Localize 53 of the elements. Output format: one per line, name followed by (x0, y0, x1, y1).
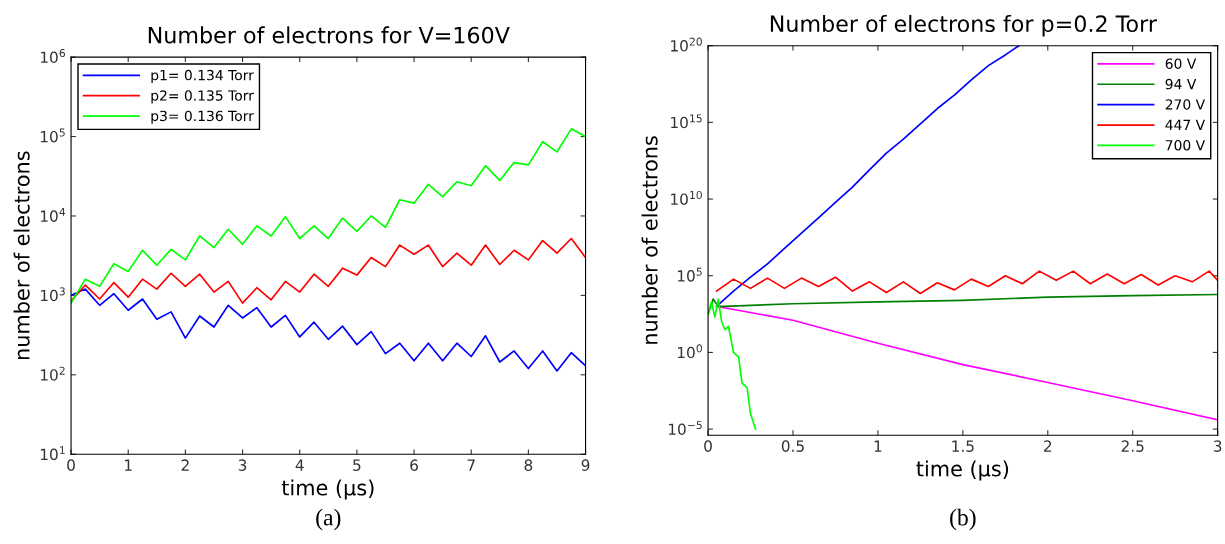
y-tick-label: 10$^{1}$ (40, 446, 65, 461)
text: (a) (316, 508, 341, 531)
x-tick-label: 2.5 (1121, 440, 1144, 452)
line-series (715, 45, 1020, 308)
x-tick-label: 7 (467, 459, 475, 471)
legend-label: p2= 0.135 Torr (151, 90, 254, 104)
y-tick-label: 10$^{6}$ (40, 49, 66, 64)
line-series (708, 298, 757, 430)
legend-label: 60 V (1165, 58, 1197, 69)
line-series (71, 128, 586, 304)
x-tick-label: 3 (1213, 440, 1222, 452)
legend-label: 447 V (1165, 119, 1206, 130)
y-tick-label: 10$^{0}$ (677, 344, 702, 359)
x-tick-label: 1.5 (952, 440, 974, 452)
y-axis-title: number of electrons (641, 136, 658, 344)
x-tick-label: 1 (125, 459, 132, 471)
line-series (715, 270, 1218, 295)
x-tick-label: 4 (295, 459, 304, 471)
legend-label: 270 V (1165, 99, 1206, 110)
x-tick-label: 8 (524, 459, 533, 471)
chart-title: Number of electrons for p=0.2 Torr (770, 14, 1157, 37)
x-tick-label: 2 (181, 459, 189, 471)
y-tick-label: 10$^{4}$ (40, 208, 66, 222)
y-tick-label: 10$^{10}$ (671, 190, 702, 205)
x-axis-title: time (μs) (281, 479, 374, 500)
chart-title: Number of electrons for V=160V (148, 26, 510, 44)
x-tick-label: 9 (581, 459, 590, 471)
line-series (71, 288, 586, 372)
x-tick-label: 5 (353, 459, 361, 471)
x-axis-title: time (μs) (916, 460, 1009, 481)
x-tick-label: 6 (410, 459, 418, 471)
y-tick-label: 10$^{2}$ (40, 366, 65, 381)
y-axis-title: number of electrons (13, 151, 30, 360)
legend-label: 700 V (1165, 139, 1206, 151)
x-tick-label: 2 (1044, 440, 1052, 452)
legend-label: p3= 0.136 Torr (151, 110, 254, 124)
line-series (71, 237, 586, 304)
y-tick-label: 10$^{20}$ (671, 37, 702, 52)
y-tick-label: 10$^{5}$ (677, 267, 702, 282)
y-tick-label: 10$^{−5}$ (668, 421, 702, 436)
text: (b) (950, 508, 976, 531)
x-tick-label: 0.5 (781, 440, 804, 452)
legend-label: 94 V (1165, 78, 1197, 90)
x-tick-label: 3 (238, 459, 247, 471)
x-tick-label: 1 (874, 440, 882, 452)
line-series (715, 305, 1218, 421)
line-series (708, 293, 1218, 316)
legend-label: p1= 0.134 Torr (151, 69, 254, 84)
y-tick-label: 10$^{3}$ (40, 287, 65, 302)
y-tick-label: 10$^{5}$ (40, 128, 65, 143)
x-tick-label: 0 (704, 440, 712, 452)
x-tick-label: 0 (67, 459, 75, 471)
y-tick-label: 10$^{15}$ (671, 114, 702, 129)
